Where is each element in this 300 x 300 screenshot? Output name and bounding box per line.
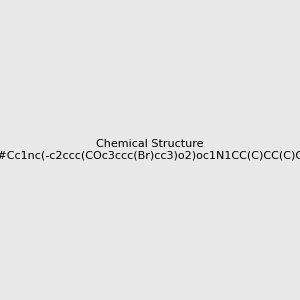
Text: Chemical Structure
N#Cc1nc(-c2ccc(COc3ccc(Br)cc3)o2)oc1N1CC(C)CC(C)C1: Chemical Structure N#Cc1nc(-c2ccc(COc3cc… — [0, 139, 300, 161]
